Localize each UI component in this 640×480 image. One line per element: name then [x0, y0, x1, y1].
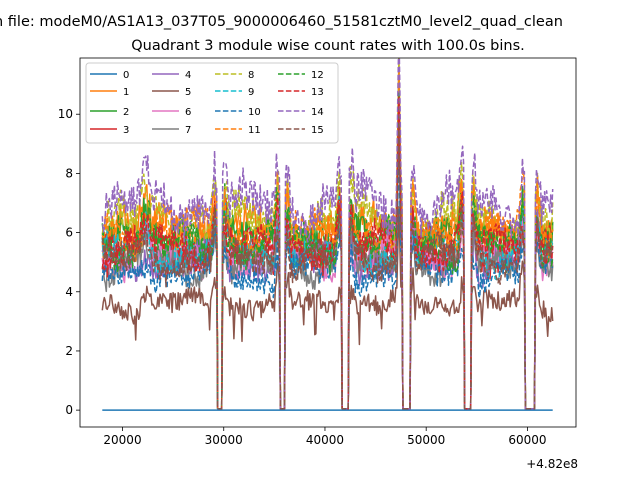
series-line-5	[101, 206, 554, 410]
y-tick-label: 10	[58, 107, 73, 121]
legend-label-5: 5	[185, 87, 191, 98]
figure-suptitle: n file: modeM0/AS1A13_037T05_9000006460_…	[0, 14, 563, 30]
series-line-15	[101, 125, 554, 410]
legend-box	[85, 62, 339, 144]
legend-label-13: 13	[311, 87, 324, 98]
y-tick-label: 8	[65, 166, 73, 180]
legend-label-9: 9	[248, 87, 254, 98]
x-offset-label: +4.82e8	[526, 457, 578, 471]
y-axis: 0 2 4 6 8 10	[58, 107, 80, 417]
legend-label-2: 2	[123, 107, 129, 118]
legend-label-0: 0	[123, 70, 129, 81]
legend-label-4: 4	[185, 70, 191, 81]
x-tick-label: 40000	[306, 433, 344, 447]
y-tick-label: 0	[65, 403, 73, 417]
x-axis: 20000 30000 40000 50000 60000	[103, 427, 547, 447]
legend-label-7: 7	[185, 125, 191, 136]
chart-title: Quadrant 3 module wise count rates with …	[131, 38, 525, 54]
legend-label-10: 10	[248, 107, 261, 118]
series-line-10	[101, 151, 554, 410]
x-tick-label: 30000	[205, 433, 243, 447]
legend-label-12: 12	[311, 70, 324, 81]
x-tick-label: 50000	[407, 433, 445, 447]
legend-label-1: 1	[123, 87, 129, 98]
series-line-13	[101, 96, 554, 410]
series-line-14	[101, 58, 554, 410]
y-tick-label: 2	[65, 344, 73, 358]
x-tick-label: 60000	[508, 433, 546, 447]
legend-label-11: 11	[248, 125, 261, 136]
series-layer	[101, 58, 554, 411]
legend-label-3: 3	[123, 125, 129, 136]
legend-label-15: 15	[311, 125, 324, 136]
legend-label-14: 14	[311, 107, 324, 118]
y-tick-label: 4	[65, 285, 73, 299]
legend-label-6: 6	[185, 107, 191, 118]
axes-frame	[79, 57, 577, 428]
x-tick-label: 20000	[103, 433, 141, 447]
legend-label-8: 8	[248, 70, 254, 81]
y-tick-label: 6	[65, 226, 73, 240]
